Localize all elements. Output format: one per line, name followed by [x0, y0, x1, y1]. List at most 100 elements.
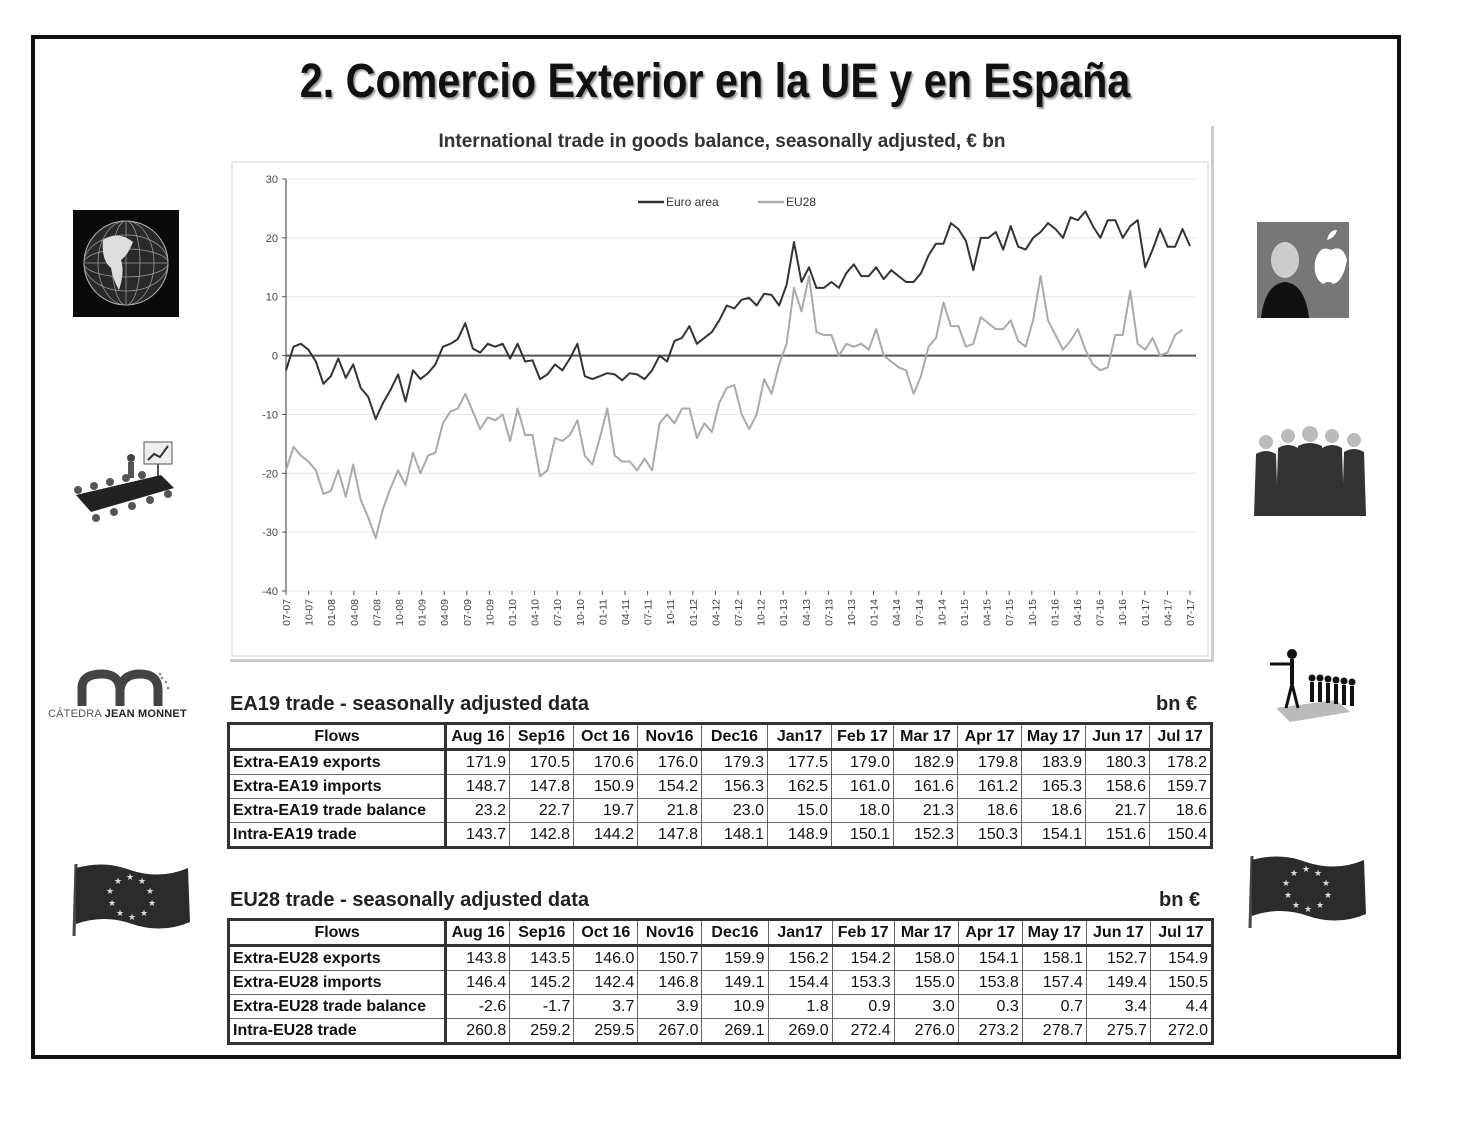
- column-header: Nov16: [637, 723, 702, 751]
- column-header: Oct 16: [573, 723, 638, 751]
- table-cell: 179.3: [701, 749, 768, 775]
- x-tick-label: 10-11: [665, 599, 677, 625]
- table-cell: 0.7: [1021, 994, 1087, 1019]
- x-tick-label: 04-08: [349, 599, 361, 626]
- portrait-apple-icon: [1257, 222, 1349, 318]
- table-cell: 154.2: [831, 945, 895, 971]
- column-header: Jul 17: [1149, 919, 1214, 947]
- slide-title: 2. Comercio Exterior en la UE y en Españ…: [299, 55, 1131, 108]
- column-header: May 17: [1021, 919, 1087, 947]
- svg-text:★: ★: [1314, 869, 1322, 879]
- svg-text:★: ★: [1282, 879, 1290, 889]
- x-tick-label: 10-08: [394, 599, 406, 626]
- business-team-icon: [1254, 426, 1366, 516]
- table-cell: 267.0: [637, 1018, 703, 1044]
- eu-flag-icon: ★ ★★★★ ★★★★★: [72, 863, 190, 937]
- x-tick-label: 01-10: [507, 599, 519, 626]
- table-cell: 158.6: [1085, 774, 1150, 799]
- x-tick-label: 01-11: [597, 599, 609, 625]
- table-cell: 176.0: [637, 749, 702, 775]
- table-cell: 154.9: [1149, 945, 1214, 971]
- table-cell: 278.7: [1021, 1018, 1087, 1044]
- column-header: Oct 16: [573, 919, 639, 947]
- table-row: Extra-EA19 exports 171.9 170.5 170.6 176.0 17…: [228, 749, 1212, 775]
- x-tick-label: 10-16: [1117, 599, 1129, 626]
- table-cell: 156.2: [767, 945, 833, 971]
- table-cell: 21.3: [893, 798, 958, 823]
- column-header: Flows: [227, 919, 448, 947]
- table-cell: 15.0: [767, 798, 832, 823]
- column-header: Sep16: [509, 919, 575, 947]
- table-cell: 149.4: [1085, 970, 1151, 995]
- column-header: Jul 17: [1149, 723, 1212, 751]
- ea19-trade-table: Flows Aug 16 Sep16 Oct 16 Nov16 Dec16 Jan17 Feb…: [227, 722, 1213, 849]
- table-cell: 3.9: [637, 994, 703, 1019]
- svg-text:★: ★: [128, 913, 136, 923]
- flow-label: Extra-EU28 trade balance: [227, 994, 448, 1019]
- table-cell: 150.9: [573, 774, 638, 799]
- eu28-table-title: EU28 trade - seasonally adjusted data: [230, 889, 590, 911]
- table-cell: 260.8: [445, 1018, 511, 1044]
- y-tick-label: -40: [262, 586, 278, 598]
- x-tick-label: 07-12: [733, 599, 745, 626]
- column-header: May 17: [1021, 723, 1086, 751]
- chart-title: International trade in goods balance, se…: [438, 131, 1006, 152]
- svg-text:★: ★: [1304, 905, 1312, 915]
- x-tick-label: 07-08: [371, 599, 383, 626]
- x-tick-label: 01-17: [1140, 599, 1152, 626]
- table-cell: 153.3: [831, 970, 895, 995]
- table-cell: 179.0: [831, 749, 894, 775]
- y-tick-label: 30: [266, 174, 278, 186]
- x-tick-label: 01-16: [1049, 599, 1061, 626]
- table-cell: 150.4: [1149, 822, 1212, 848]
- table-cell: 0.3: [957, 994, 1023, 1019]
- table-cell: 18.0: [831, 798, 894, 823]
- flow-label: Intra-EA19 trade: [228, 822, 447, 848]
- y-tick-label: -10: [262, 409, 278, 421]
- svg-text:★: ★: [1290, 869, 1298, 879]
- x-tick-label: 04-10: [530, 599, 542, 626]
- svg-text:★: ★: [138, 877, 146, 887]
- table-cell: 143.8: [445, 945, 511, 971]
- table-cell: 272.4: [831, 1018, 895, 1044]
- catedra-light-text: CÁTEDRA: [48, 708, 102, 720]
- table-cell: 4.4: [1149, 994, 1214, 1019]
- table-cell: 276.0: [893, 1018, 959, 1044]
- y-tick-label: -20: [262, 468, 278, 480]
- table-cell: 150.3: [957, 822, 1022, 848]
- x-tick-label: 10-10: [575, 599, 587, 626]
- table-cell: 145.2: [509, 970, 575, 995]
- x-tick-label: 07-13: [823, 599, 835, 626]
- table-cell: 180.3: [1085, 749, 1150, 775]
- table-cell: 269.1: [701, 1018, 769, 1044]
- table-cell: 21.8: [637, 798, 702, 823]
- x-tick-label: 10-12: [756, 599, 768, 626]
- table-cell: 146.8: [637, 970, 703, 995]
- table-cell: 3.7: [573, 994, 639, 1019]
- table-cell: 153.8: [957, 970, 1023, 995]
- table-cell: 146.4: [445, 970, 511, 995]
- x-tick-label: 07-15: [1004, 599, 1016, 626]
- table-cell: 275.7: [1085, 1018, 1151, 1044]
- x-tick-label: 10-09: [484, 599, 496, 626]
- table-cell: 269.0: [767, 1018, 833, 1044]
- table-cell: 18.6: [957, 798, 1022, 823]
- column-header: Jun 17: [1085, 723, 1150, 751]
- x-tick-label: 04-09: [439, 599, 451, 626]
- table-cell: 177.5: [767, 749, 832, 775]
- column-header: Apr 17: [957, 723, 1022, 751]
- x-tick-label: 04-11: [620, 599, 632, 625]
- x-tick-label: 07-16: [1095, 599, 1107, 626]
- svg-text:★: ★: [114, 877, 122, 887]
- table-cell: 148.7: [445, 774, 510, 799]
- table-cell: 150.5: [1149, 970, 1214, 995]
- chart-panel: [230, 126, 1214, 662]
- table-cell: 142.4: [573, 970, 639, 995]
- x-tick-label: 04-14: [891, 599, 903, 626]
- table-cell: -2.6: [445, 994, 511, 1019]
- meeting-room-icon: [74, 441, 174, 522]
- svg-text:★: ★: [106, 887, 114, 897]
- table-cell: 22.7: [509, 798, 574, 823]
- series-line-eu28: [285, 275, 1184, 539]
- y-tick-label: 10: [266, 292, 278, 304]
